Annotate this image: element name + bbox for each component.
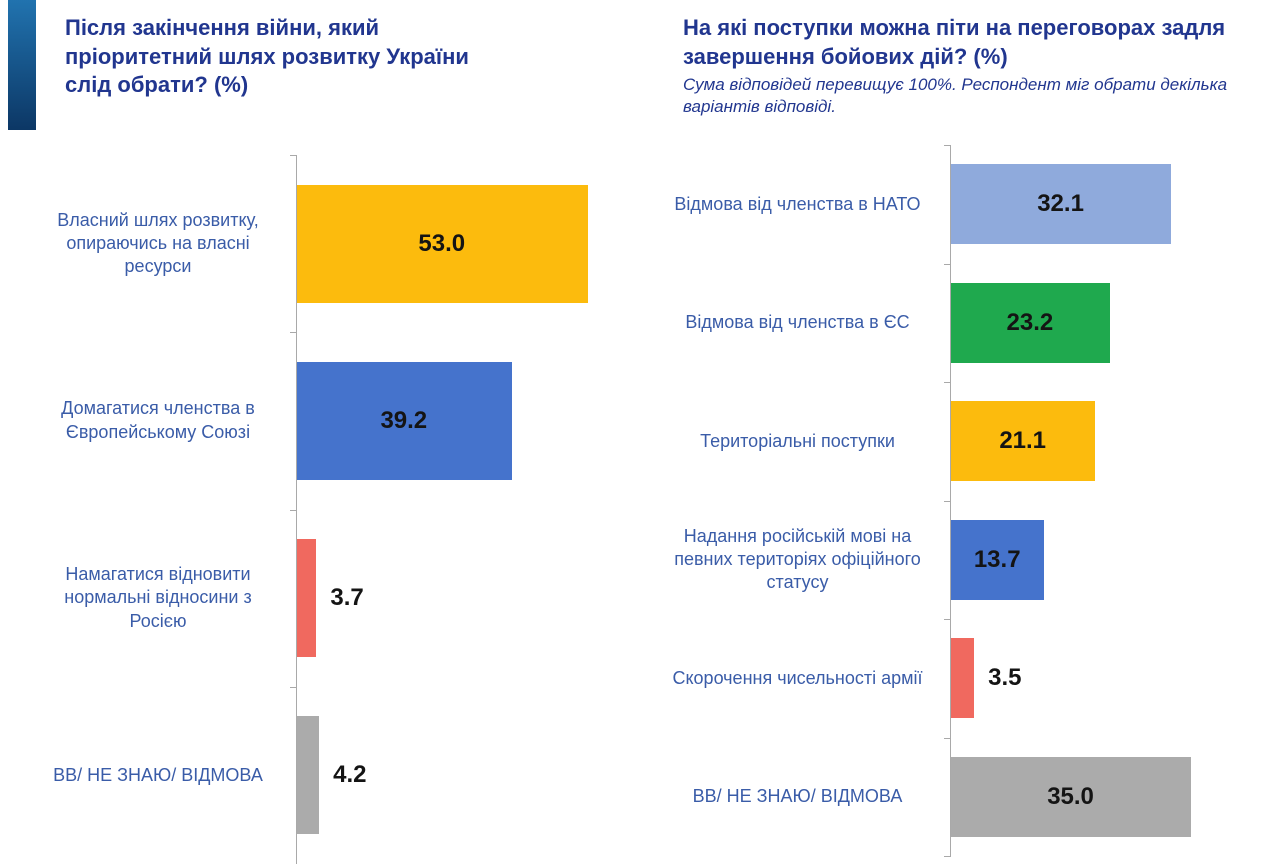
chart-row: Відмова від членства в ЄС 23.2 <box>655 264 1280 383</box>
value-label: 4.2 <box>333 761 367 789</box>
value-label: 23.2 <box>1006 308 1054 336</box>
axis-tick <box>944 145 951 146</box>
value-label: 39.2 <box>380 406 428 434</box>
slide-accent-bar <box>8 0 36 130</box>
category-label: Намагатися відновити нормальні відносини… <box>64 564 252 631</box>
axis-tick <box>290 509 297 511</box>
axis-tick <box>944 500 951 502</box>
bar-track: 53.0 <box>296 155 650 332</box>
category-label: ВВ/ НЕ ЗНАЮ/ ВІДМОВА <box>692 786 903 807</box>
category-label: Відмова від членства в ЄС <box>685 312 910 333</box>
bar: 21.1 <box>950 401 1096 482</box>
chart-row: Відмова від членства в НАТО 32.1 <box>655 145 1280 264</box>
value-label: 32.1 <box>1037 190 1084 218</box>
bar: 35.0 <box>950 756 1192 837</box>
bar-track: 35.0 <box>950 738 1280 857</box>
axis-tick <box>944 737 951 739</box>
bar: 39.2 <box>296 361 512 480</box>
category-label: ВВ/ НЕ ЗНАЮ/ ВІДМОВА <box>53 764 263 785</box>
chart-row: Скорочення чисельності армії 3.5 <box>655 619 1280 738</box>
axis-tick <box>290 155 297 156</box>
chart-title: На які поступки можна піти на переговора… <box>683 15 1226 69</box>
category-label: Відмова від членства в НАТО <box>674 193 921 214</box>
bar-track: 4.2 <box>296 687 650 864</box>
bar-track: 13.7 <box>950 501 1280 620</box>
bar <box>296 716 320 835</box>
category-label: Скорочення чисельності армії <box>672 667 923 688</box>
value-label: 53.0 <box>418 229 466 257</box>
value-label: 21.1 <box>999 427 1047 455</box>
rows: Відмова від членства в НАТО 32.1 Відмова в… <box>655 145 1280 856</box>
axis-tick <box>290 686 297 688</box>
axis-tick <box>944 382 951 383</box>
chart-row: Власний шлях розвитку, опираючись на вла… <box>0 155 650 332</box>
bar-track: 32.1 <box>950 145 1280 264</box>
bar-track: 21.1 <box>950 382 1280 501</box>
chart-row: ВВ/ НЕ ЗНАЮ/ ВІДМОВА 4.2 <box>0 687 650 864</box>
value-label: 3.7 <box>330 584 364 612</box>
category-label: Домагатися членства в Європейському Союз… <box>61 398 255 442</box>
category-label: Надання російській мові на певних терито… <box>674 525 921 593</box>
bar-track: 39.2 <box>296 332 650 509</box>
axis-line <box>944 145 951 857</box>
bar <box>296 539 317 658</box>
chart-row: Домагатися членства в Європейському Союз… <box>0 332 650 509</box>
chart-title-block: На які поступки можна піти на переговора… <box>683 14 1243 118</box>
axis-tick <box>944 263 951 265</box>
value-label: 3.5 <box>988 664 1022 692</box>
chart-title: Після закінчення війни, який пріоритетни… <box>65 15 469 98</box>
axis-line <box>290 155 297 864</box>
category-label: Територіальні поступки <box>700 430 895 451</box>
axis-tick <box>944 856 951 857</box>
bar: 23.2 <box>950 282 1110 363</box>
bar: 32.1 <box>950 164 1172 245</box>
chart-subtitle: Сума відповідей перевищує 100%. Респонде… <box>683 75 1228 117</box>
bar: 13.7 <box>950 519 1045 600</box>
axis-tick <box>290 332 297 334</box>
chart-row: Намагатися відновити нормальні відносини… <box>0 510 650 687</box>
bar-track: 23.2 <box>950 264 1280 383</box>
value-label: 35.0 <box>1047 782 1094 810</box>
chart-row: Територіальні поступки 21.1 <box>655 382 1280 501</box>
bar-track: 3.7 <box>296 510 650 687</box>
axis-tick <box>944 619 951 620</box>
bar: 53.0 <box>296 184 588 303</box>
rows: Власний шлях розвитку, опираючись на вла… <box>0 155 650 864</box>
bar-track: 3.5 <box>950 619 1280 738</box>
chart-row: ВВ/ НЕ ЗНАЮ/ ВІДМОВА 35.0 <box>655 738 1280 857</box>
bar <box>950 638 975 719</box>
category-label: Власний шлях розвитку, опираючись на вла… <box>57 209 259 277</box>
value-label: 13.7 <box>973 545 1021 573</box>
chart-row: Надання російській мові на певних терито… <box>655 501 1280 620</box>
